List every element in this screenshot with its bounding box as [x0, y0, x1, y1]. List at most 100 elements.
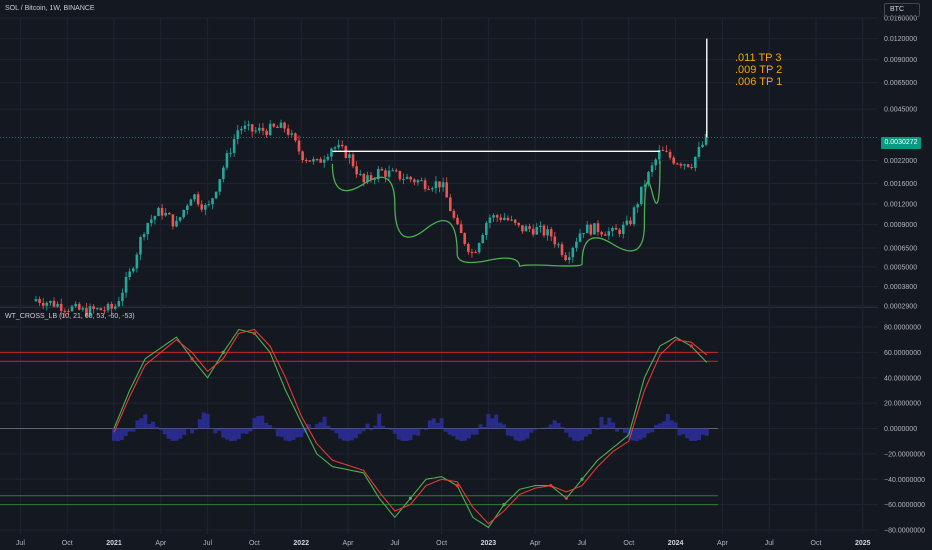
price-axis-panel	[878, 0, 932, 550]
candle-body	[340, 144, 344, 147]
grid	[0, 17, 932, 534]
histogram-bar	[221, 428, 226, 438]
histogram-bar	[268, 424, 272, 429]
histogram-bar	[166, 428, 171, 439]
histogram-bar	[455, 428, 460, 440]
symbol-title[interactable]: SOL / Bitcoin, 1W, BINANCE	[5, 5, 95, 12]
candle-body	[675, 163, 679, 165]
histogram-bar	[256, 415, 261, 429]
candle-body	[139, 237, 142, 255]
price-tick-label: 0.0016000	[884, 181, 917, 188]
candle-body	[214, 191, 218, 199]
candle-body	[589, 224, 593, 235]
candle-body	[643, 184, 647, 187]
indicator-title[interactable]: WT_CROSS_LB (10, 21, 60, 53, -60, -53)	[5, 313, 135, 320]
histogram-bar	[275, 428, 280, 437]
histogram-bar	[416, 428, 421, 436]
candle-body	[582, 233, 585, 235]
histogram-bar	[377, 413, 382, 429]
candle-body	[333, 147, 337, 149]
candle-body	[578, 233, 582, 242]
candle-body	[506, 217, 510, 221]
histogram-bar	[700, 428, 705, 435]
cross-dot	[190, 357, 194, 361]
candle-body	[63, 310, 67, 312]
histogram-bar	[369, 428, 374, 431]
candle-body	[240, 128, 243, 131]
histogram-bar	[435, 422, 440, 429]
candle-body	[459, 224, 463, 234]
candle-body	[701, 144, 704, 148]
time-tick-label: Jul	[16, 540, 25, 547]
histogram-bar	[162, 428, 167, 435]
candle-body	[348, 154, 351, 158]
indicator-tick-label: −80.0000000	[884, 528, 925, 535]
candle-body	[351, 154, 355, 167]
candle-body	[488, 217, 492, 223]
wt2-line	[113, 328, 708, 525]
candle-body	[92, 306, 95, 310]
candle-body	[171, 214, 175, 227]
histogram-bar	[689, 428, 694, 442]
candle-body	[427, 189, 431, 191]
histogram-bar	[318, 422, 323, 429]
histogram-bar	[572, 428, 577, 441]
indicator-tick-label: −20.0000000	[884, 451, 925, 458]
candle-body	[164, 212, 167, 216]
candle-body	[34, 299, 38, 302]
candle-body	[560, 244, 564, 256]
histogram-bar	[127, 428, 132, 432]
candle-body	[236, 130, 240, 140]
histogram-bar	[396, 428, 401, 440]
price-tick-label: 0.0003800	[884, 284, 917, 291]
candle-body	[186, 205, 189, 210]
price-tick-label: 0.0005000	[884, 264, 917, 271]
histogram-bar	[494, 414, 499, 429]
candle-body	[153, 216, 157, 220]
candle-body	[344, 146, 348, 158]
histogram-bar	[568, 428, 573, 438]
candle-body	[45, 302, 49, 306]
candle-body	[366, 175, 369, 183]
histogram-bar	[330, 428, 335, 431]
candle-body	[449, 197, 452, 211]
candle-body	[697, 147, 701, 157]
histogram-bar	[650, 428, 655, 433]
price-tick-label: 0.0006500	[884, 246, 917, 253]
candle-body	[312, 159, 315, 162]
candle-body	[546, 229, 549, 236]
candle-body	[481, 235, 485, 244]
candle-body	[564, 255, 567, 261]
candle-body	[373, 179, 376, 181]
histogram-bar	[412, 428, 417, 435]
price-tick-label: 0.0160000	[884, 16, 917, 23]
candle-body	[297, 140, 301, 152]
candle-body	[304, 160, 308, 162]
histogram-bar	[673, 422, 678, 429]
cross-dot	[408, 496, 412, 500]
candle-body	[387, 170, 391, 177]
histogram-bar	[580, 428, 584, 441]
candle-body	[423, 180, 427, 190]
cross-dot	[564, 496, 569, 500]
candle-body	[603, 234, 607, 236]
candle-body	[625, 220, 629, 225]
candle-body	[362, 173, 366, 183]
histogram-bar	[115, 428, 120, 442]
candle-body	[672, 157, 675, 164]
candle-body	[402, 178, 405, 180]
candle-body	[394, 170, 398, 172]
candle-body	[607, 231, 611, 236]
candle-body	[95, 308, 99, 310]
histogram-bar	[685, 428, 690, 439]
candle-body	[168, 212, 171, 215]
histogram-bar	[186, 427, 191, 429]
currency-button[interactable]: BTC	[884, 3, 920, 17]
candle-body	[553, 236, 557, 245]
histogram-bar	[388, 428, 393, 431]
histogram-bar	[112, 428, 116, 441]
histogram-bar	[178, 428, 183, 439]
candle-body	[67, 310, 70, 312]
histogram-bar	[677, 428, 682, 436]
